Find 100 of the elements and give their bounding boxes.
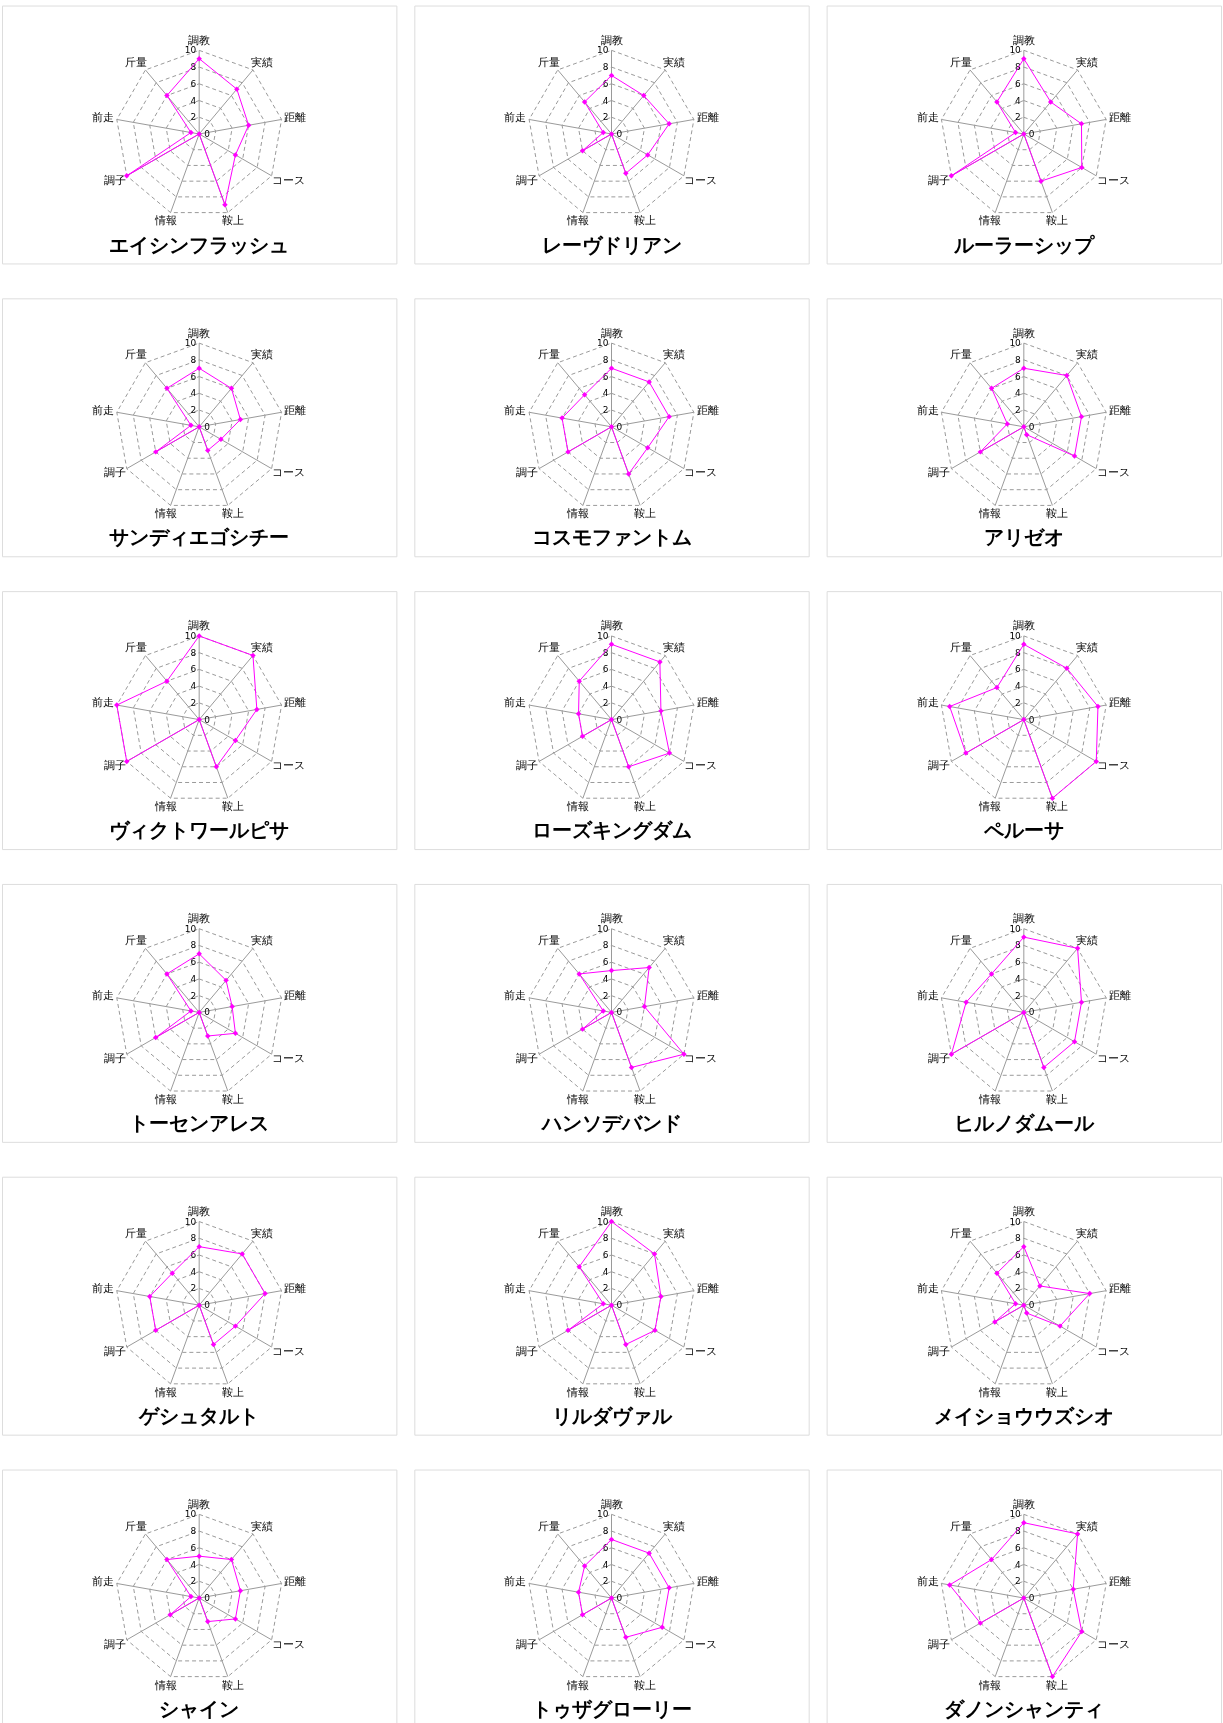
spoke-label: 鞍上 (633, 1678, 656, 1692)
y-tick-label: 10 (1009, 1216, 1022, 1227)
y-tick-label: 0 (204, 1007, 211, 1018)
y-tick-label: 0 (204, 421, 211, 432)
spoke-label: 実績 (663, 641, 686, 655)
spoke-label: 実績 (250, 1226, 273, 1240)
spoke-label: 実績 (1075, 55, 1098, 69)
y-tick-label: 2 (602, 1283, 609, 1294)
spoke-label: 鞍上 (1046, 507, 1069, 521)
spoke-label: 実績 (250, 641, 273, 655)
y-tick-label: 6 (190, 371, 197, 382)
y-tick-label: 2 (602, 990, 609, 1001)
spoke-label: 斤量 (125, 1519, 148, 1533)
y-tick-label: 2 (1015, 990, 1021, 1001)
y-tick-label: 8 (190, 647, 197, 658)
y-tick-label: 2 (602, 405, 609, 416)
spoke-label: 斤量 (950, 348, 973, 362)
spoke-label: コース (271, 1344, 305, 1358)
spoke-label: 情報 (978, 800, 1002, 814)
spoke-label: 前走 (504, 1574, 527, 1588)
spoke-label: 情報 (566, 1092, 590, 1106)
spoke-label: 前走 (916, 110, 939, 124)
spoke-label: 調教 (600, 619, 623, 633)
spoke-label: 情報 (978, 214, 1002, 228)
spoke-label: 鞍上 (221, 507, 244, 521)
y-tick-label: 10 (597, 923, 609, 934)
y-tick-label: 0 (1028, 421, 1035, 432)
y-tick-label: 0 (1028, 128, 1035, 139)
spoke-label: コース (684, 173, 718, 187)
y-tick-label: 4 (190, 973, 197, 984)
text: トーセンアレス (129, 1111, 270, 1135)
y-tick-label: 8 (602, 354, 609, 365)
spoke-label: 実績 (1075, 641, 1098, 655)
spoke-label: 情報 (153, 1092, 177, 1106)
y-tick-label: 6 (190, 664, 197, 675)
spoke-label: 調教 (600, 326, 623, 340)
spoke-label: 調子 (103, 759, 126, 773)
text: エイシンフラッシュ (109, 233, 290, 257)
y-tick-label: 10 (1009, 1509, 1022, 1520)
spoke-label: 実績 (663, 1519, 686, 1533)
spoke-label: 調教 (600, 33, 623, 47)
spoke-label: 斤量 (537, 934, 560, 948)
spoke-label: 調教 (188, 33, 211, 47)
y-tick-label: 0 (616, 1300, 623, 1311)
spoke-label: 前走 (504, 989, 527, 1003)
spoke-label: 情報 (566, 800, 590, 814)
y-tick-label: 0 (1028, 714, 1035, 725)
y-tick-label: 2 (190, 112, 197, 123)
spoke-label: 鞍上 (1046, 1092, 1069, 1106)
spoke-label: 調子 (928, 1051, 951, 1065)
spoke-label: 距離 (284, 110, 307, 124)
y-tick-label: 4 (190, 388, 197, 399)
y-tick-label: 10 (1009, 45, 1022, 56)
spoke-label: 距離 (284, 696, 307, 710)
spoke-label: 調子 (103, 466, 126, 480)
spoke-label: 距離 (284, 1574, 307, 1588)
y-tick-label: 0 (616, 1007, 623, 1018)
spoke-label: 距離 (1108, 1574, 1131, 1588)
y-tick-label: 10 (184, 45, 197, 56)
text: ダノンシャンティ (943, 1697, 1104, 1721)
y-tick-label: 4 (190, 681, 197, 692)
spoke-label: 距離 (696, 110, 719, 124)
y-tick-label: 6 (602, 664, 609, 675)
spoke-label: 鞍上 (1046, 1678, 1069, 1692)
spoke-label: 斤量 (125, 55, 148, 69)
spoke-label: 斤量 (537, 641, 560, 655)
y-tick-label: 8 (1015, 940, 1022, 951)
spoke-label: 実績 (663, 1226, 686, 1240)
spoke-label: 調子 (103, 173, 126, 187)
y-tick-label: 8 (602, 62, 609, 73)
y-tick-label: 6 (602, 1542, 609, 1553)
spoke-label: 斤量 (950, 1226, 973, 1240)
spoke-label: コース (684, 1344, 718, 1358)
y-tick-label: 4 (1015, 1559, 1022, 1570)
y-tick-label: 4 (602, 95, 609, 106)
spoke-label: 調子 (103, 1637, 126, 1651)
spoke-label: 情報 (153, 507, 177, 521)
spoke-label: 斤量 (125, 1226, 148, 1240)
text: メイショウウズシオ (933, 1404, 1114, 1428)
spoke-label: 鞍上 (633, 1385, 656, 1399)
spoke-label: 実績 (1075, 1519, 1098, 1533)
text: サンディエゴシチー (109, 526, 290, 550)
spoke-label: 調教 (1012, 326, 1035, 340)
y-tick-label: 10 (184, 1216, 197, 1227)
text: ヒルノダムール (953, 1111, 1095, 1135)
y-tick-label: 4 (602, 388, 609, 399)
spoke-label: 調子 (515, 1344, 538, 1358)
spoke-label: 調教 (600, 1205, 623, 1219)
y-tick-label: 4 (1015, 388, 1022, 399)
y-tick-label: 4 (1015, 973, 1022, 984)
y-tick-label: 2 (1015, 112, 1021, 123)
y-tick-label: 8 (602, 940, 609, 951)
y-tick-label: 8 (190, 940, 197, 951)
text: レーヴドリアン (541, 233, 682, 257)
y-tick-label: 0 (1028, 1300, 1035, 1311)
y-tick-label: 4 (1015, 1266, 1022, 1277)
spoke-label: 情報 (566, 507, 590, 521)
text: コスモファントム (531, 526, 692, 550)
spoke-label: 情報 (153, 1678, 177, 1692)
y-tick-label: 10 (597, 1509, 609, 1520)
